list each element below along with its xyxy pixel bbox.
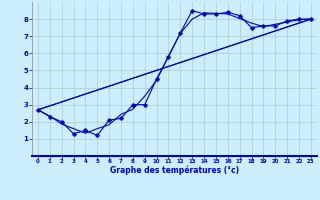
X-axis label: Graphe des températures (°c): Graphe des températures (°c) — [110, 166, 239, 175]
